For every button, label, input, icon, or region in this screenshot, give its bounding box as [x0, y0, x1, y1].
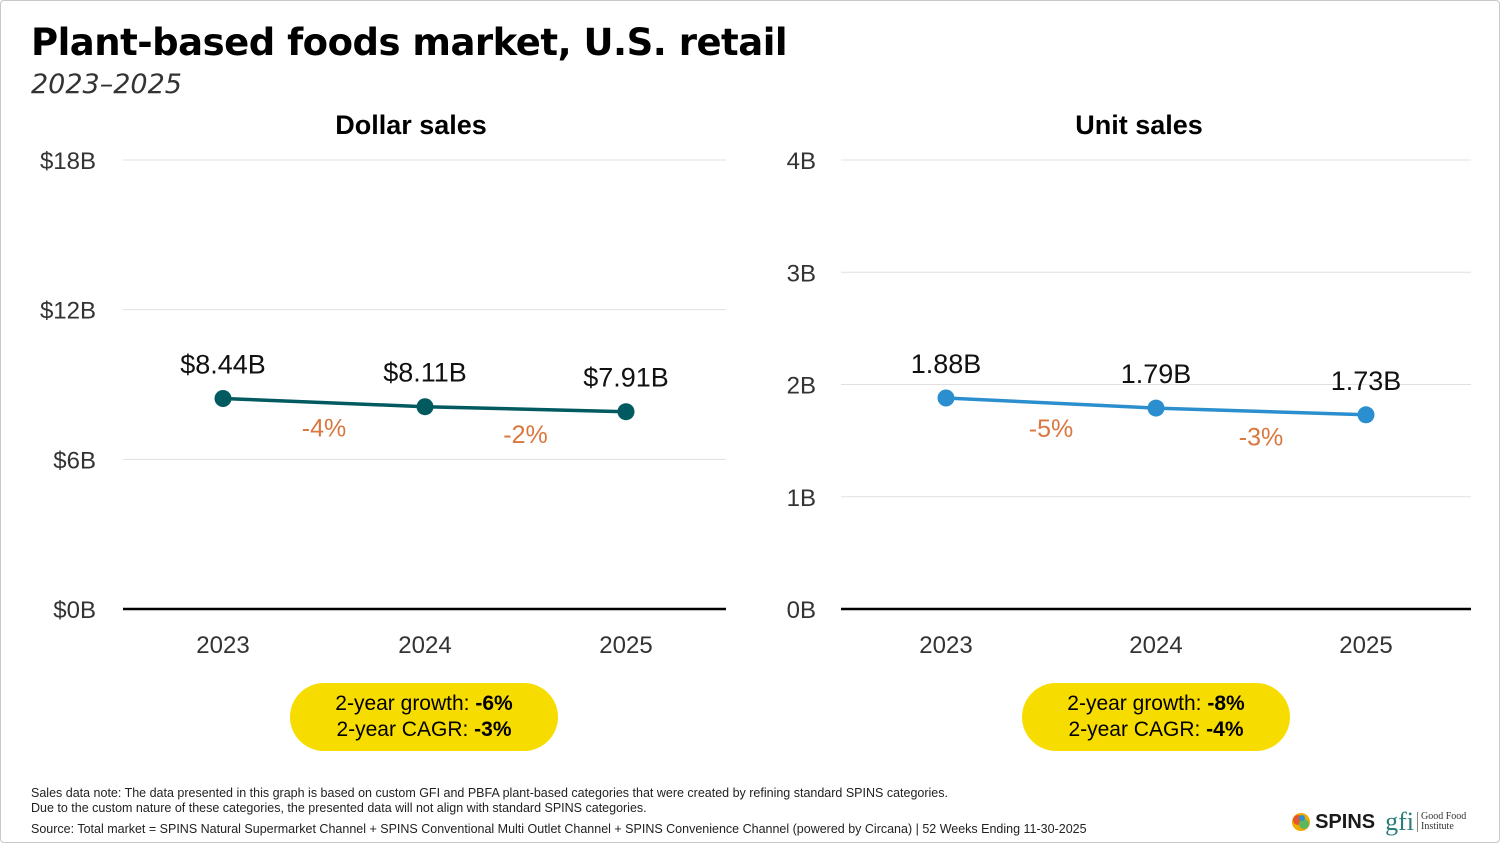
cagr-label: 2-year CAGR:	[336, 718, 469, 741]
chart-title: Plant-based foods market, U.S. retail	[31, 21, 788, 64]
x-tick-label: 2025	[599, 632, 652, 659]
data-point	[416, 398, 434, 416]
change-label: -4%	[302, 415, 346, 443]
data-label: 1.73B	[1331, 366, 1402, 396]
data-point	[617, 403, 635, 421]
y-tick-label: 0B	[787, 597, 816, 624]
y-tick-label: $0B	[53, 597, 96, 624]
growth-value: -6%	[475, 692, 513, 715]
data-label: 1.88B	[911, 349, 982, 379]
data-label: $8.11B	[383, 358, 467, 388]
y-tick-label: 4B	[787, 148, 816, 175]
change-label: -5%	[1029, 415, 1073, 443]
data-point	[1357, 406, 1375, 424]
chart-subtitle: 2023–2025	[31, 69, 182, 100]
y-tick-label: 3B	[787, 260, 816, 287]
x-tick-label: 2025	[1339, 632, 1392, 659]
logos: SPINS gfi Good Food Institute	[1290, 807, 1469, 837]
dollar-summary-pill: 2-year growth: -6% 2-year CAGR: -3%	[290, 683, 558, 751]
unit-summary-pill: 2-year growth: -8% 2-year CAGR: -4%	[1022, 683, 1290, 751]
cagr-label: 2-year CAGR:	[1068, 718, 1201, 741]
y-tick-label: $12B	[40, 298, 96, 325]
cagr-value: -4%	[1206, 718, 1244, 741]
footer-source: Source: Total market = SPINS Natural Sup…	[31, 822, 1087, 836]
growth-value: -8%	[1207, 692, 1245, 715]
y-tick-label: 2B	[787, 373, 816, 400]
footer-note-1: Sales data note: The data presented in t…	[31, 786, 948, 800]
cagr-value: -3%	[474, 718, 512, 741]
data-label: $8.44B	[180, 349, 266, 379]
data-point	[1147, 399, 1165, 417]
growth-label: 2-year growth:	[1067, 692, 1202, 715]
data-point	[214, 389, 232, 407]
footer-note-2: Due to the custom nature of these catego…	[31, 801, 647, 815]
gfi-logo: gfi Good Food Institute	[1385, 807, 1469, 837]
growth-label: 2-year growth:	[335, 692, 470, 715]
data-label: 1.79B	[1121, 359, 1192, 389]
change-label: -2%	[503, 421, 547, 449]
x-tick-label: 2023	[196, 632, 249, 659]
charts-svg: Dollar sales $0B $6B $12B $18B 2023 2024 2025 $8…	[40, 110, 1471, 659]
data-label: $7.91B	[583, 363, 669, 393]
panel-title: Dollar sales	[335, 110, 487, 140]
y-tick-label: 1B	[787, 485, 816, 512]
panel-title: Unit sales	[1075, 110, 1203, 140]
x-tick-label: 2023	[919, 632, 972, 659]
spins-burst-icon	[1292, 813, 1311, 831]
y-tick-label: $6B	[53, 447, 96, 474]
x-tick-label: 2024	[1129, 632, 1182, 659]
data-point	[937, 389, 955, 407]
x-tick-label: 2024	[398, 632, 451, 659]
spins-logo: SPINS	[1290, 811, 1375, 834]
change-label: -3%	[1239, 423, 1283, 451]
y-tick-label: $18B	[40, 148, 96, 175]
